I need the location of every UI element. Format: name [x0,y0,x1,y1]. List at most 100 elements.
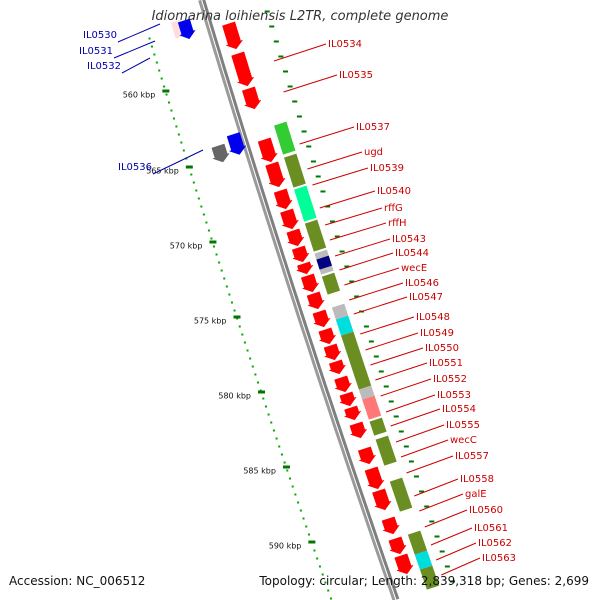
gene-arrow-forward [280,208,300,230]
gene-arrow-forward [312,309,331,328]
scale-dot [205,221,208,224]
scale-dot [262,397,265,400]
scale-dot [327,589,330,592]
scale-minor-tick [292,100,298,103]
leader-line [365,332,419,351]
scale-dot [218,261,221,264]
scale-minor-tick [429,520,435,523]
gene-label: IL0550 [425,343,459,354]
kbp-label: 570 kbp [170,242,203,251]
gene-label: IL0539 [370,163,404,174]
gene-arrow-forward [286,228,305,247]
topology-text: Topology: circular; Length: 2,839,318 bp… [259,574,589,588]
gene-label: IL0549 [420,328,454,339]
backbone-inner [202,0,400,600]
scale-minor-tick [264,10,270,13]
gene-arrow-forward [328,359,347,375]
scale-dot [246,349,249,352]
scale-minor-tick [439,550,445,553]
scale-dot [215,253,218,256]
scale-ring: 560 kbp 565 kbp 570 kbp 575 kbp 580 kbp 585 k… [123,10,456,600]
gene-label: IL0535 [339,70,373,81]
leader-line [152,149,204,175]
leader-line [117,23,161,43]
gene-label: IL0558 [460,474,494,485]
scale-minor-tick [368,340,374,343]
leader-line [329,222,387,241]
map-title: Idiomarina loihiensis L2TR, complete gen… [151,9,449,24]
scale-minor-tick [354,295,360,298]
scale-dot [329,597,332,600]
gene-arrow-forward [394,553,414,575]
gene-arrow-reverse [177,18,196,40]
scale-dot [210,237,213,240]
gene-label: IL0540 [377,186,411,197]
scale-dot [220,269,223,272]
leader-line [273,43,327,62]
scale-minor-tick [363,325,369,328]
gene-label: ugd [364,147,383,158]
scale-minor-tick [373,355,379,358]
gene-arrow-forward [257,137,279,163]
scale-dot [153,53,156,56]
scale-minor-tick [434,535,440,538]
leader-line [339,252,394,271]
leader-line [344,267,400,286]
scale-minor-tick [278,55,284,58]
scale-dot [190,173,193,176]
scale-minor-tick [383,385,389,388]
leader-line [430,527,473,546]
scale-dot [223,277,226,280]
gene-label: IL0555 [446,420,480,431]
cog-block [316,255,332,270]
gene-arrow-forward [273,188,293,210]
scale-minor-tick [378,370,384,373]
scale-dot [288,477,291,480]
leader-line [307,151,363,170]
leader-line [121,57,151,74]
kbp-label: 580 kbp [218,392,251,401]
scale-dot [213,245,216,248]
scale-dot [160,77,163,80]
kbp-tick [233,315,241,319]
scale-minor-tick [444,565,450,568]
gene-arrow-forward [388,536,407,555]
cog-block [304,219,327,252]
scale-dot [175,125,178,128]
scale-dot [321,573,324,576]
cog-block [335,315,354,336]
gene-arrow-forward [318,327,337,345]
gene-arrow-forward [381,516,400,535]
gene-label: IL0561 [474,523,508,534]
cog-block [341,331,372,390]
cog-block [407,530,428,555]
gene-label: IL0562 [478,538,512,549]
kbp-tick [185,165,193,169]
leader-line [113,40,156,59]
scale-minor-tick [398,430,404,433]
scale-dot [278,445,281,448]
gene-label: galE [465,489,487,500]
scale-minor-tick [301,130,307,133]
gene-arrow-forward [372,488,392,511]
leader-line [385,394,436,413]
scale-dot [324,581,327,584]
scale-minor-tick [273,40,279,43]
scale-minor-tick [388,400,394,403]
gene-arrow-forward [295,261,314,275]
scale-dot [228,293,231,296]
scale-dot [243,341,246,344]
leader-line [424,509,468,528]
cog-block [274,121,296,155]
scale-dot [316,557,319,560]
scale-minor-tick [325,205,331,208]
leader-line [319,190,376,209]
backbone-outer [198,0,396,600]
gene-arrow-forward [339,391,357,407]
cog-block [331,303,349,320]
leader-line [395,424,445,443]
scale-minor-tick [334,235,340,238]
scale-dot [249,357,252,360]
scale-dot [275,437,278,440]
